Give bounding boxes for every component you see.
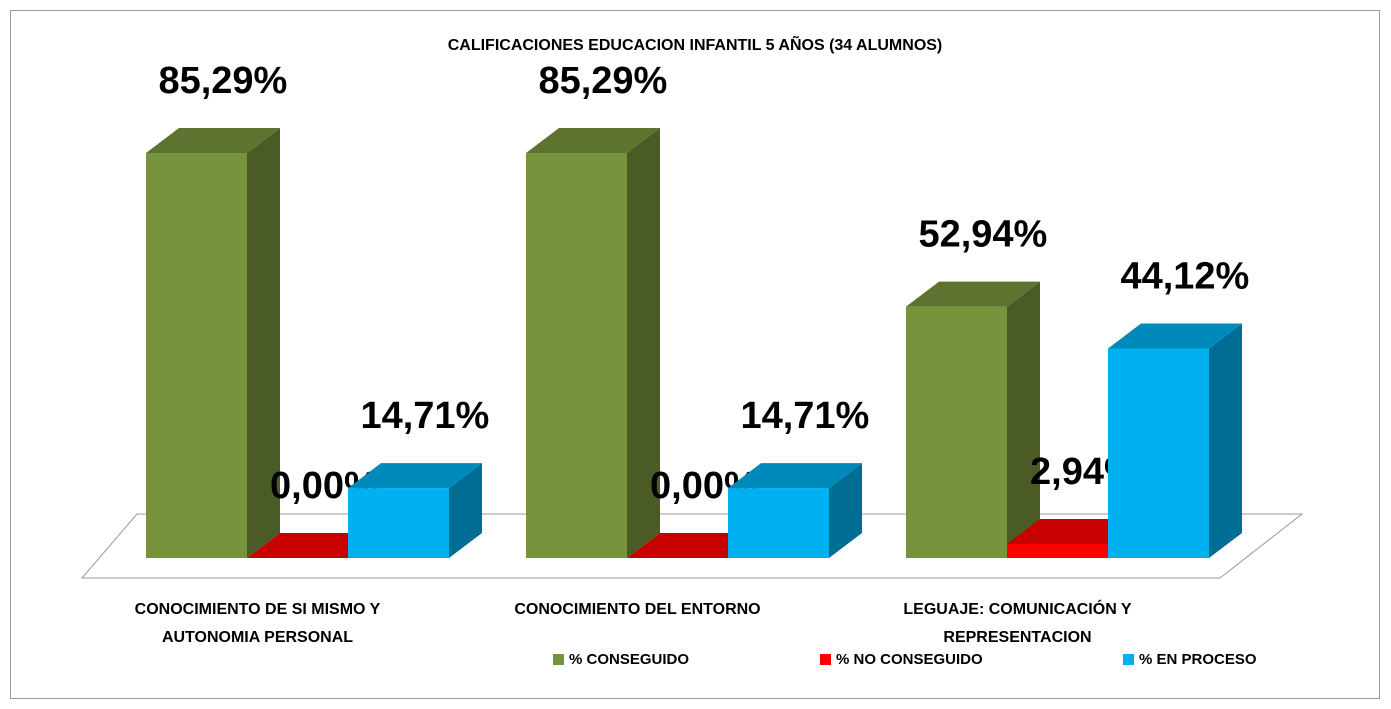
legend-swatch (820, 654, 831, 665)
bar (247, 533, 381, 558)
bar (728, 463, 862, 558)
legend-swatch (1123, 654, 1134, 665)
data-label: 14,71% (360, 395, 489, 437)
data-label: 85,29% (538, 60, 667, 102)
bar-top (348, 463, 482, 489)
bar-side (247, 128, 280, 558)
bar-front (906, 306, 1007, 558)
bar-top (728, 463, 862, 489)
data-label: 85,29% (158, 60, 287, 102)
bar-side (1209, 323, 1242, 558)
legend-label: % NO CONSEGUIDO (836, 651, 983, 668)
bar-front (146, 153, 247, 558)
bar (348, 463, 482, 558)
legend-swatch (553, 654, 564, 665)
bar-side (627, 128, 660, 558)
x-tick-label: LEGUAJE: COMUNICACIÓN Y REPRESENTACION (903, 601, 1132, 646)
bar-front (1108, 348, 1209, 558)
bar-top (1108, 323, 1242, 349)
data-label: 44,12% (1120, 256, 1249, 298)
chart-title: CALIFICACIONES EDUCACION INFANTIL 5 AÑOS… (448, 34, 943, 54)
bar-top (146, 128, 280, 153)
bar-top (906, 281, 1040, 307)
data-label: 52,94% (918, 214, 1047, 256)
bar-front (1007, 544, 1108, 558)
bar-top (627, 533, 761, 558)
bar-top (247, 533, 381, 558)
bar (1108, 323, 1242, 558)
bar (146, 128, 280, 558)
bar (627, 533, 761, 558)
bar-front (526, 153, 627, 558)
bar (526, 128, 660, 558)
x-tick-label: CONOCIMIENTO DEL ENTORNO (514, 601, 761, 618)
bar-side (1007, 281, 1040, 558)
x-tick-label: CONOCIMIENTO DE SI MISMO Y AUTONOMIA PER… (134, 601, 381, 646)
bar-side (449, 463, 482, 558)
bar-top (1007, 519, 1141, 545)
data-label: 14,71% (740, 395, 869, 437)
bar-front (728, 488, 829, 558)
bar-top (526, 128, 660, 153)
bar (906, 281, 1040, 558)
bar-front (348, 488, 449, 558)
legend-label: % CONSEGUIDO (569, 651, 689, 668)
legend-label: % EN PROCESO (1139, 651, 1257, 668)
bar-side (829, 463, 862, 558)
